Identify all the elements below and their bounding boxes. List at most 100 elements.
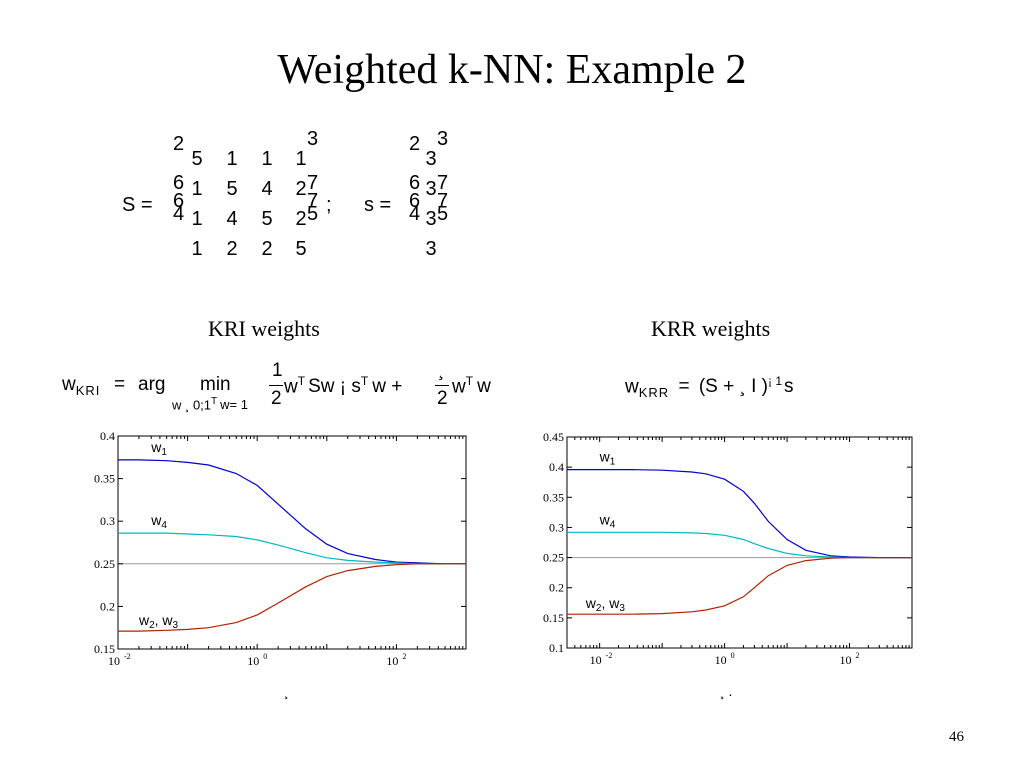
kri-min-sub: w ¸ 0;1 xyxy=(172,397,212,413)
x-tick-exponent: 0 xyxy=(731,651,735,660)
S-cell: 1 xyxy=(226,148,238,170)
x-tick-label: 10 xyxy=(386,654,398,668)
series-label: w2, w3 xyxy=(138,612,179,631)
s-cell: 3 xyxy=(425,208,437,230)
kri-term2-sup: T xyxy=(360,374,369,388)
S-cell: 1 xyxy=(191,178,203,200)
S-cell: 1 xyxy=(191,238,203,260)
series-line-w4 xyxy=(567,531,912,559)
y-tick-label: 0.45 xyxy=(543,430,564,444)
x-tick-label: 10 xyxy=(715,653,727,667)
s-bracket-mid-left: 6 xyxy=(409,172,421,194)
series-line-w1 xyxy=(118,459,466,565)
s-label: s = xyxy=(364,194,392,216)
y-tick-label: 0.1 xyxy=(549,641,564,655)
s-bracket-mid-left-2: 6 xyxy=(409,190,421,212)
matrix-separator: ; xyxy=(326,194,332,216)
plot-frame xyxy=(117,435,467,650)
x-tick-label: 10 xyxy=(590,653,602,667)
y-tick-label: 0.25 xyxy=(94,557,115,571)
x-tick-label: 10 xyxy=(247,654,259,668)
S-cell: 2 xyxy=(295,208,307,230)
slide-title: Weighted k-NN: Example 2 xyxy=(277,47,747,93)
y-tick-label: 0.2 xyxy=(100,599,115,613)
S-cell: 5 xyxy=(261,208,273,230)
S-cell: 2 xyxy=(261,238,273,260)
kri-term3: w xyxy=(452,376,466,398)
s-vector: 3 3 3 3 xyxy=(416,148,446,268)
krr-tail: s xyxy=(784,376,794,398)
y-tick-label: 0.25 xyxy=(543,551,564,565)
x-tick-exponent: 0 xyxy=(263,652,267,661)
S-cell: 1 xyxy=(261,148,273,170)
krr-sup: ¡ 1 xyxy=(768,374,783,388)
matrix-block: S = 2 6 6 4 5 1 1 1 1 5 4 2 1 4 5 2 1 2 … xyxy=(0,0,1024,280)
kri-lhs-sub: KRI xyxy=(75,383,101,398)
krr-weights-chart: 0.1 0.15 0.2 0.25 0.3 0.35 0.4 0.45 10 -2 10 0 10 2 w1… xyxy=(543,430,913,667)
s-bracket-top-left: 2 xyxy=(409,133,421,155)
y-tick-label: 0.35 xyxy=(543,490,564,504)
S-bracket-top-right: 3 xyxy=(307,128,319,150)
S-bracket-low-right: 7 xyxy=(307,190,319,212)
s-cell: 3 xyxy=(425,238,437,260)
S-cell: 4 xyxy=(261,178,273,200)
kri-term3-sup: T xyxy=(465,374,474,388)
y-tick-label: 0.3 xyxy=(549,520,564,534)
kri-xlabel: ¸ xyxy=(284,683,289,699)
y-tick-label: 0.15 xyxy=(94,642,115,656)
krr-heading: KRR weights xyxy=(651,316,771,341)
y-tick-label: 0.3 xyxy=(100,514,115,528)
kri-lhs: w xyxy=(62,374,76,395)
y-tick-label: 0.2 xyxy=(549,581,564,595)
kri-term2-tail: w + xyxy=(372,376,403,398)
y-tick-label: 0.4 xyxy=(100,429,115,443)
kri-weights-chart: 0.15 0.2 0.25 0.3 0.35 0.4 10 -2 10 0 10 2 w1 w4 w2, w… xyxy=(94,429,467,668)
S-bracket-mid-left: 6 xyxy=(173,172,185,194)
S-label: S = xyxy=(122,194,153,216)
y-tick-label: 0.4 xyxy=(549,460,564,474)
krr-eq-sign: = xyxy=(678,376,690,398)
s-bracket-low-right: 7 xyxy=(437,190,449,212)
S-bracket-mid-left-2: 6 xyxy=(173,190,185,212)
S-bracket-top-left: 2 xyxy=(173,133,185,155)
series-label: w1 xyxy=(150,439,167,458)
x-tick-label: 10 xyxy=(840,653,852,667)
s-bracket-top-right: 3 xyxy=(437,128,449,150)
krr-lhs: w xyxy=(625,376,639,398)
S-cell: 2 xyxy=(226,238,238,260)
S-cell: 2 xyxy=(295,178,307,200)
series-label: w4 xyxy=(150,512,167,531)
kri-equation: wKRI = arg min w ¸ 0;1T w= 1 1 2 wT Sw ¡ s… xyxy=(62,360,512,420)
kri-arg: arg xyxy=(138,374,166,395)
s-bracket-low-right-2: 5 xyxy=(437,203,449,225)
x-tick-label: 10 xyxy=(108,654,120,668)
kri-term1: w xyxy=(284,376,298,398)
S-cell: 5 xyxy=(191,148,203,170)
s-cell: 3 xyxy=(425,178,437,200)
s-bracket-mid-right: 7 xyxy=(437,172,449,194)
kri-min-sub-sup: T xyxy=(211,396,218,407)
y-tick-label: 0.35 xyxy=(94,472,115,486)
krr-lhs-sub: KRR xyxy=(638,385,670,401)
krr-body: (S + ¸ I ) xyxy=(698,376,769,398)
kri-min: min xyxy=(200,374,231,395)
kri-frac2-bar xyxy=(435,385,449,386)
S-cell: 5 xyxy=(226,178,238,200)
plot-frame xyxy=(566,436,913,649)
x-tick-exponent: 2 xyxy=(402,652,406,661)
S-matrix: 5 1 1 1 1 5 4 2 1 4 5 2 1 2 2 5 xyxy=(182,148,322,268)
kri-term1-sup: T xyxy=(297,374,306,388)
S-bracket-low-right-2: 5 xyxy=(307,203,319,225)
kri-frac2-den: 2 xyxy=(437,388,448,409)
kri-min-sub-tail: w= 1 xyxy=(220,397,248,413)
x-tick-exponent: 2 xyxy=(856,651,860,660)
series-label: w4 xyxy=(599,511,616,530)
S-bracket-low-left: 4 xyxy=(173,203,185,225)
kri-frac1-num: 1 xyxy=(272,360,283,381)
s-bracket-low-left: 4 xyxy=(409,203,421,225)
s-cell: 3 xyxy=(425,148,437,170)
S-cell: 1 xyxy=(191,208,203,230)
y-tick-label: 0.15 xyxy=(543,611,564,625)
S-cell: 5 xyxy=(295,238,307,260)
